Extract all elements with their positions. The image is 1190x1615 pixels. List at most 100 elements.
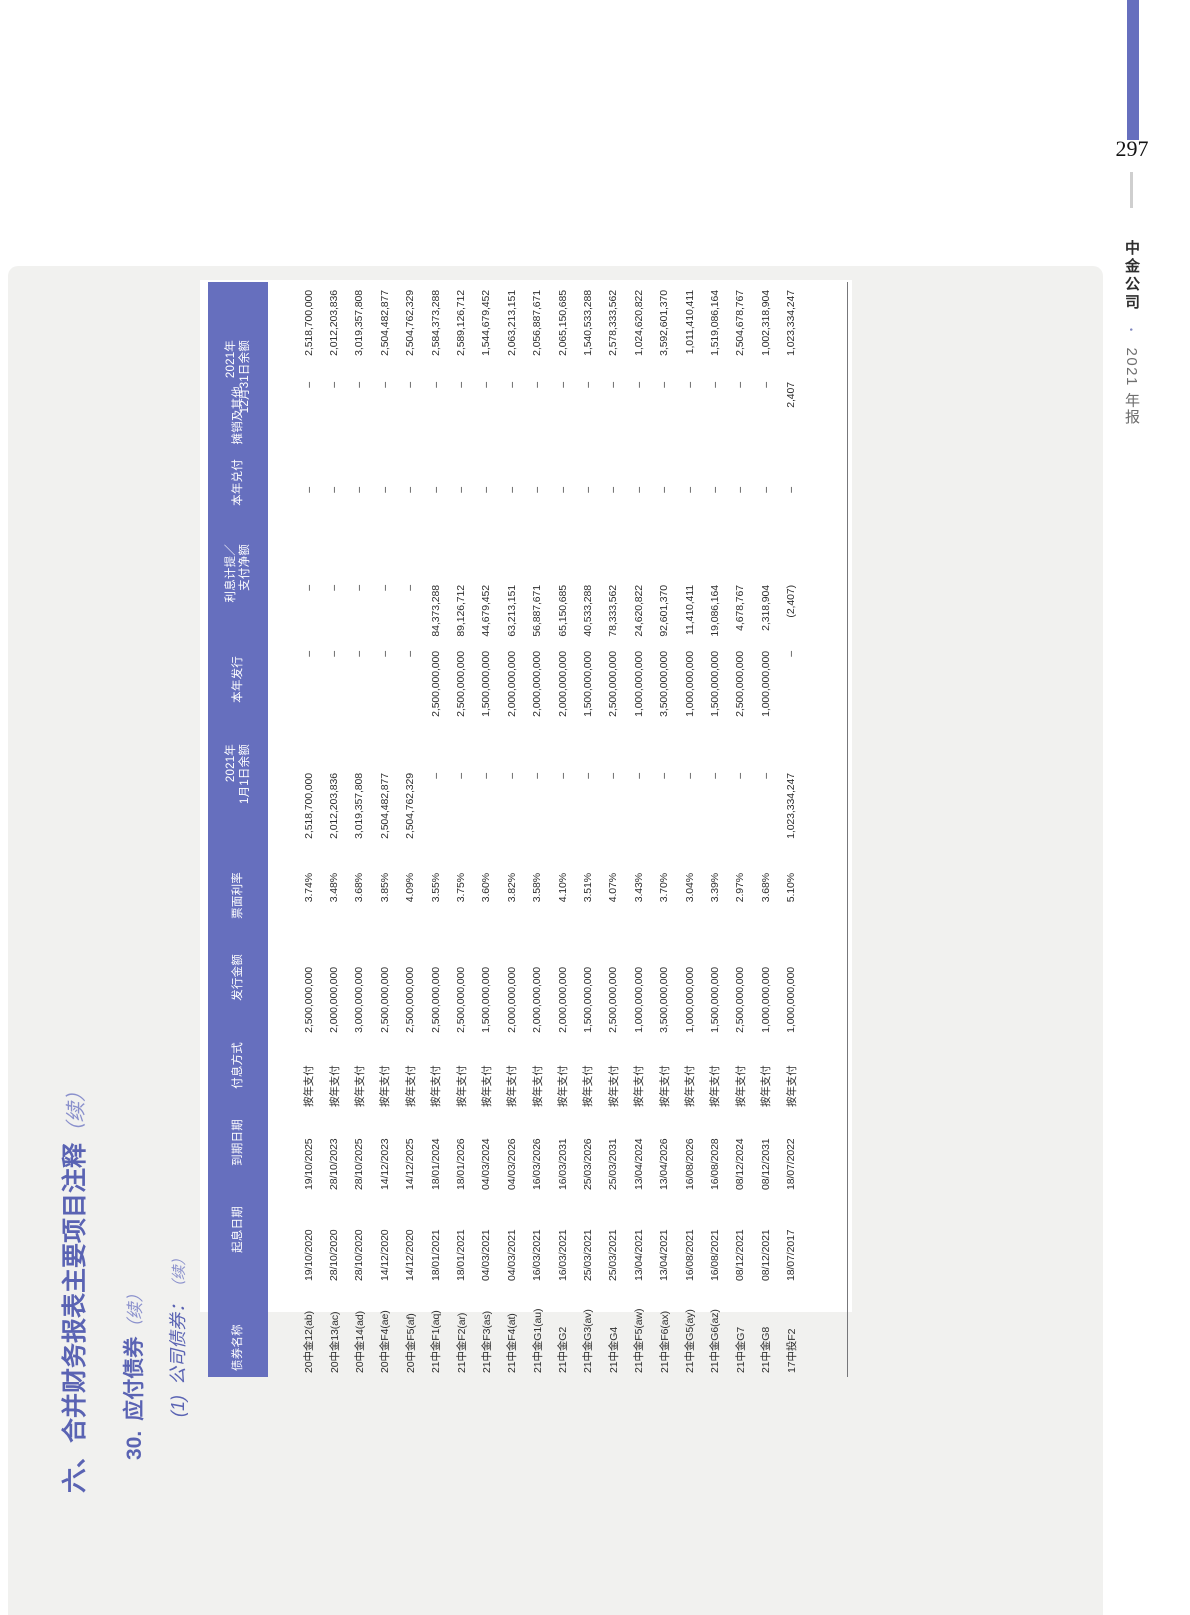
- cell-amortization-other: –: [556, 382, 569, 388]
- cell-payment-method: 按年支付: [531, 1065, 544, 1107]
- cell-bond-name: 21中金G6(az): [709, 1309, 722, 1373]
- cell-balance-jan1: –: [581, 773, 594, 779]
- cell-balance-jan1: –: [658, 773, 671, 779]
- cell-issue-amount: 2,500,000,000: [734, 967, 747, 1033]
- brand-year: 2021 年报: [1123, 347, 1140, 426]
- cell-issued-this-year: 2,000,000,000: [531, 651, 544, 717]
- cell-coupon-rate: 3.60%: [480, 873, 493, 903]
- cell-balance-jan1: –: [505, 773, 518, 779]
- cell-issued-this-year: –: [328, 651, 341, 657]
- cell-maturity-date: 16/03/2026: [531, 1138, 544, 1190]
- column-header-redeemed-this-year: 本年兑付: [232, 459, 244, 506]
- bond-row: 21中金F3(as) 04/03/2021 04/03/2024 按年支付 1,500,…: [474, 282, 499, 1377]
- cell-balance-dec31: 2,578,333,562: [607, 290, 620, 356]
- cell-balance-dec31: 1,011,410,411: [683, 290, 696, 355]
- cell-balance-dec31: 1,519,086,164: [708, 290, 721, 356]
- cell-amortization-other: –: [734, 382, 747, 388]
- cell-value-date: 04/03/2021: [480, 1229, 493, 1281]
- column-header-issued-this-year: 本年发行: [232, 656, 244, 703]
- bond-row: 20中金14(ad) 28/10/2020 28/10/2025 按年支付 3,000,…: [347, 282, 372, 1377]
- cell-issued-this-year: –: [353, 651, 366, 657]
- cell-value-date: 13/04/2021: [632, 1229, 645, 1281]
- cell-interest-net: 84,373,288: [429, 585, 442, 637]
- column-header-balance-jan1: 2021年 1月1日余额: [225, 744, 251, 804]
- bond-row: 21中金G2 16/03/2021 16/03/2031 按年支付 2,000,000,…: [550, 282, 575, 1377]
- page-edge-bar: [1127, 0, 1139, 140]
- cell-interest-net: –: [302, 585, 315, 591]
- cell-balance-dec31: 1,002,318,904: [759, 290, 772, 356]
- cell-payment-method: 按年支付: [353, 1065, 366, 1107]
- cell-bond-name: 20中金13(ac): [328, 1311, 341, 1373]
- bond-row: 21中金G6(az) 16/08/2021 16/08/2028 按年支付 1,500,…: [702, 282, 727, 1377]
- cell-balance-jan1: 2,504,482,877: [378, 773, 391, 839]
- cell-issued-this-year: 2,000,000,000: [505, 651, 518, 717]
- brand-company: 中金公司: [1123, 240, 1140, 312]
- cell-coupon-rate: 4.09%: [404, 873, 417, 903]
- cell-coupon-rate: 3.70%: [658, 873, 671, 903]
- cell-payment-method: 按年支付: [684, 1065, 697, 1107]
- cell-maturity-date: 25/03/2031: [607, 1138, 620, 1190]
- cell-value-date: 25/03/2021: [581, 1229, 594, 1281]
- cell-bond-name: 21中金G5(ay): [684, 1309, 697, 1373]
- cell-interest-net: –: [328, 585, 341, 591]
- cell-interest-net: 24,620,822: [632, 585, 645, 637]
- cell-balance-jan1: –: [531, 773, 544, 779]
- cell-amortization-other: –: [581, 382, 594, 388]
- bond-row: 20中金13(ac) 28/10/2020 28/10/2023 按年支付 2,000,…: [321, 282, 346, 1377]
- cell-balance-jan1: 2,518,700,000: [302, 773, 315, 839]
- bond-row: 17中投F2 18/07/2017 18/07/2022 按年支付 1,000,000,…: [778, 282, 803, 1377]
- cell-issue-amount: 2,000,000,000: [556, 967, 569, 1033]
- cell-balance-jan1: –: [480, 773, 493, 779]
- cell-balance-jan1: –: [607, 773, 620, 779]
- section-title-block: 六、合并财务报表主要项目注释（续） 30.应付债券（续） (1)公司债券：（续）: [58, 1035, 208, 1505]
- cell-redeemed-this-year: –: [404, 487, 417, 493]
- cell-balance-dec31: 1,540,533,288: [581, 290, 594, 356]
- cell-interest-net: 56,887,671: [531, 585, 544, 637]
- cell-bond-name: 21中金F4(at): [506, 1313, 519, 1373]
- cell-maturity-date: 16/08/2028: [708, 1138, 721, 1190]
- cell-issued-this-year: –: [404, 651, 417, 657]
- bonds-table: 债券名称 起息日期 到期日期 付息方式 发行金额 票面利率 2021年 1月1日余额 本年发行 利…: [208, 282, 848, 1377]
- cell-coupon-rate: 3.58%: [531, 873, 544, 903]
- cell-issue-amount: 1,500,000,000: [480, 967, 493, 1033]
- cell-payment-method: 按年支付: [430, 1065, 443, 1107]
- cell-interest-net: 40,533,288: [581, 585, 594, 637]
- cell-interest-net: –: [378, 585, 391, 591]
- cell-maturity-date: 28/10/2025: [353, 1138, 366, 1190]
- cell-payment-method: 按年支付: [658, 1065, 671, 1107]
- cell-redeemed-this-year: –: [302, 487, 315, 493]
- cell-amortization-other: –: [658, 382, 671, 388]
- cell-value-date: 14/12/2020: [404, 1229, 417, 1281]
- cell-issued-this-year: 1,000,000,000: [759, 651, 772, 717]
- cell-issue-amount: 1,500,000,000: [708, 967, 721, 1033]
- brand-vertical: 中金公司 • 2021 年报: [1121, 240, 1142, 426]
- cell-balance-jan1: –: [759, 773, 772, 779]
- cell-redeemed-this-year: –: [759, 487, 772, 493]
- cell-balance-jan1: –: [683, 773, 696, 779]
- cell-coupon-rate: 3.43%: [632, 873, 645, 903]
- cell-maturity-date: 13/04/2024: [632, 1138, 645, 1190]
- cell-bond-name: 20中金F5(af): [404, 1313, 417, 1373]
- cell-maturity-date: 18/01/2026: [455, 1138, 468, 1190]
- cell-bond-name: 21中金F3(as): [480, 1310, 493, 1373]
- cell-amortization-other: –: [328, 382, 341, 388]
- column-header-issue-amount: 发行金额: [232, 954, 244, 1001]
- cell-balance-jan1: –: [556, 773, 569, 779]
- cell-issue-amount: 2,000,000,000: [505, 967, 518, 1033]
- bond-row: 21中金G7 08/12/2021 08/12/2024 按年支付 2,500,000,…: [728, 282, 753, 1377]
- cell-amortization-other: –: [353, 382, 366, 388]
- cell-payment-method: 按年支付: [303, 1065, 316, 1107]
- bond-row: 21中金F5(aw) 13/04/2021 13/04/2024 按年支付 1,000,…: [626, 282, 651, 1377]
- cell-issued-this-year: 1,000,000,000: [683, 651, 696, 717]
- cell-amortization-other: –: [632, 382, 645, 388]
- cell-bond-name: 21中金G4: [607, 1326, 620, 1373]
- bond-row: 21中金G5(ay) 16/08/2021 16/08/2026 按年支付 1,000,…: [677, 282, 702, 1377]
- cell-issue-amount: 1,000,000,000: [785, 967, 798, 1033]
- cell-issue-amount: 2,500,000,000: [455, 967, 468, 1033]
- cell-value-date: 08/12/2021: [759, 1229, 772, 1281]
- cell-balance-dec31: 1,024,620,822: [632, 290, 645, 356]
- cell-interest-net: –: [404, 585, 417, 591]
- column-header-coupon-rate: 票面利率: [232, 872, 244, 919]
- cell-issue-amount: 1,000,000,000: [632, 967, 645, 1033]
- cell-balance-jan1: 2,012,203,836: [328, 773, 341, 839]
